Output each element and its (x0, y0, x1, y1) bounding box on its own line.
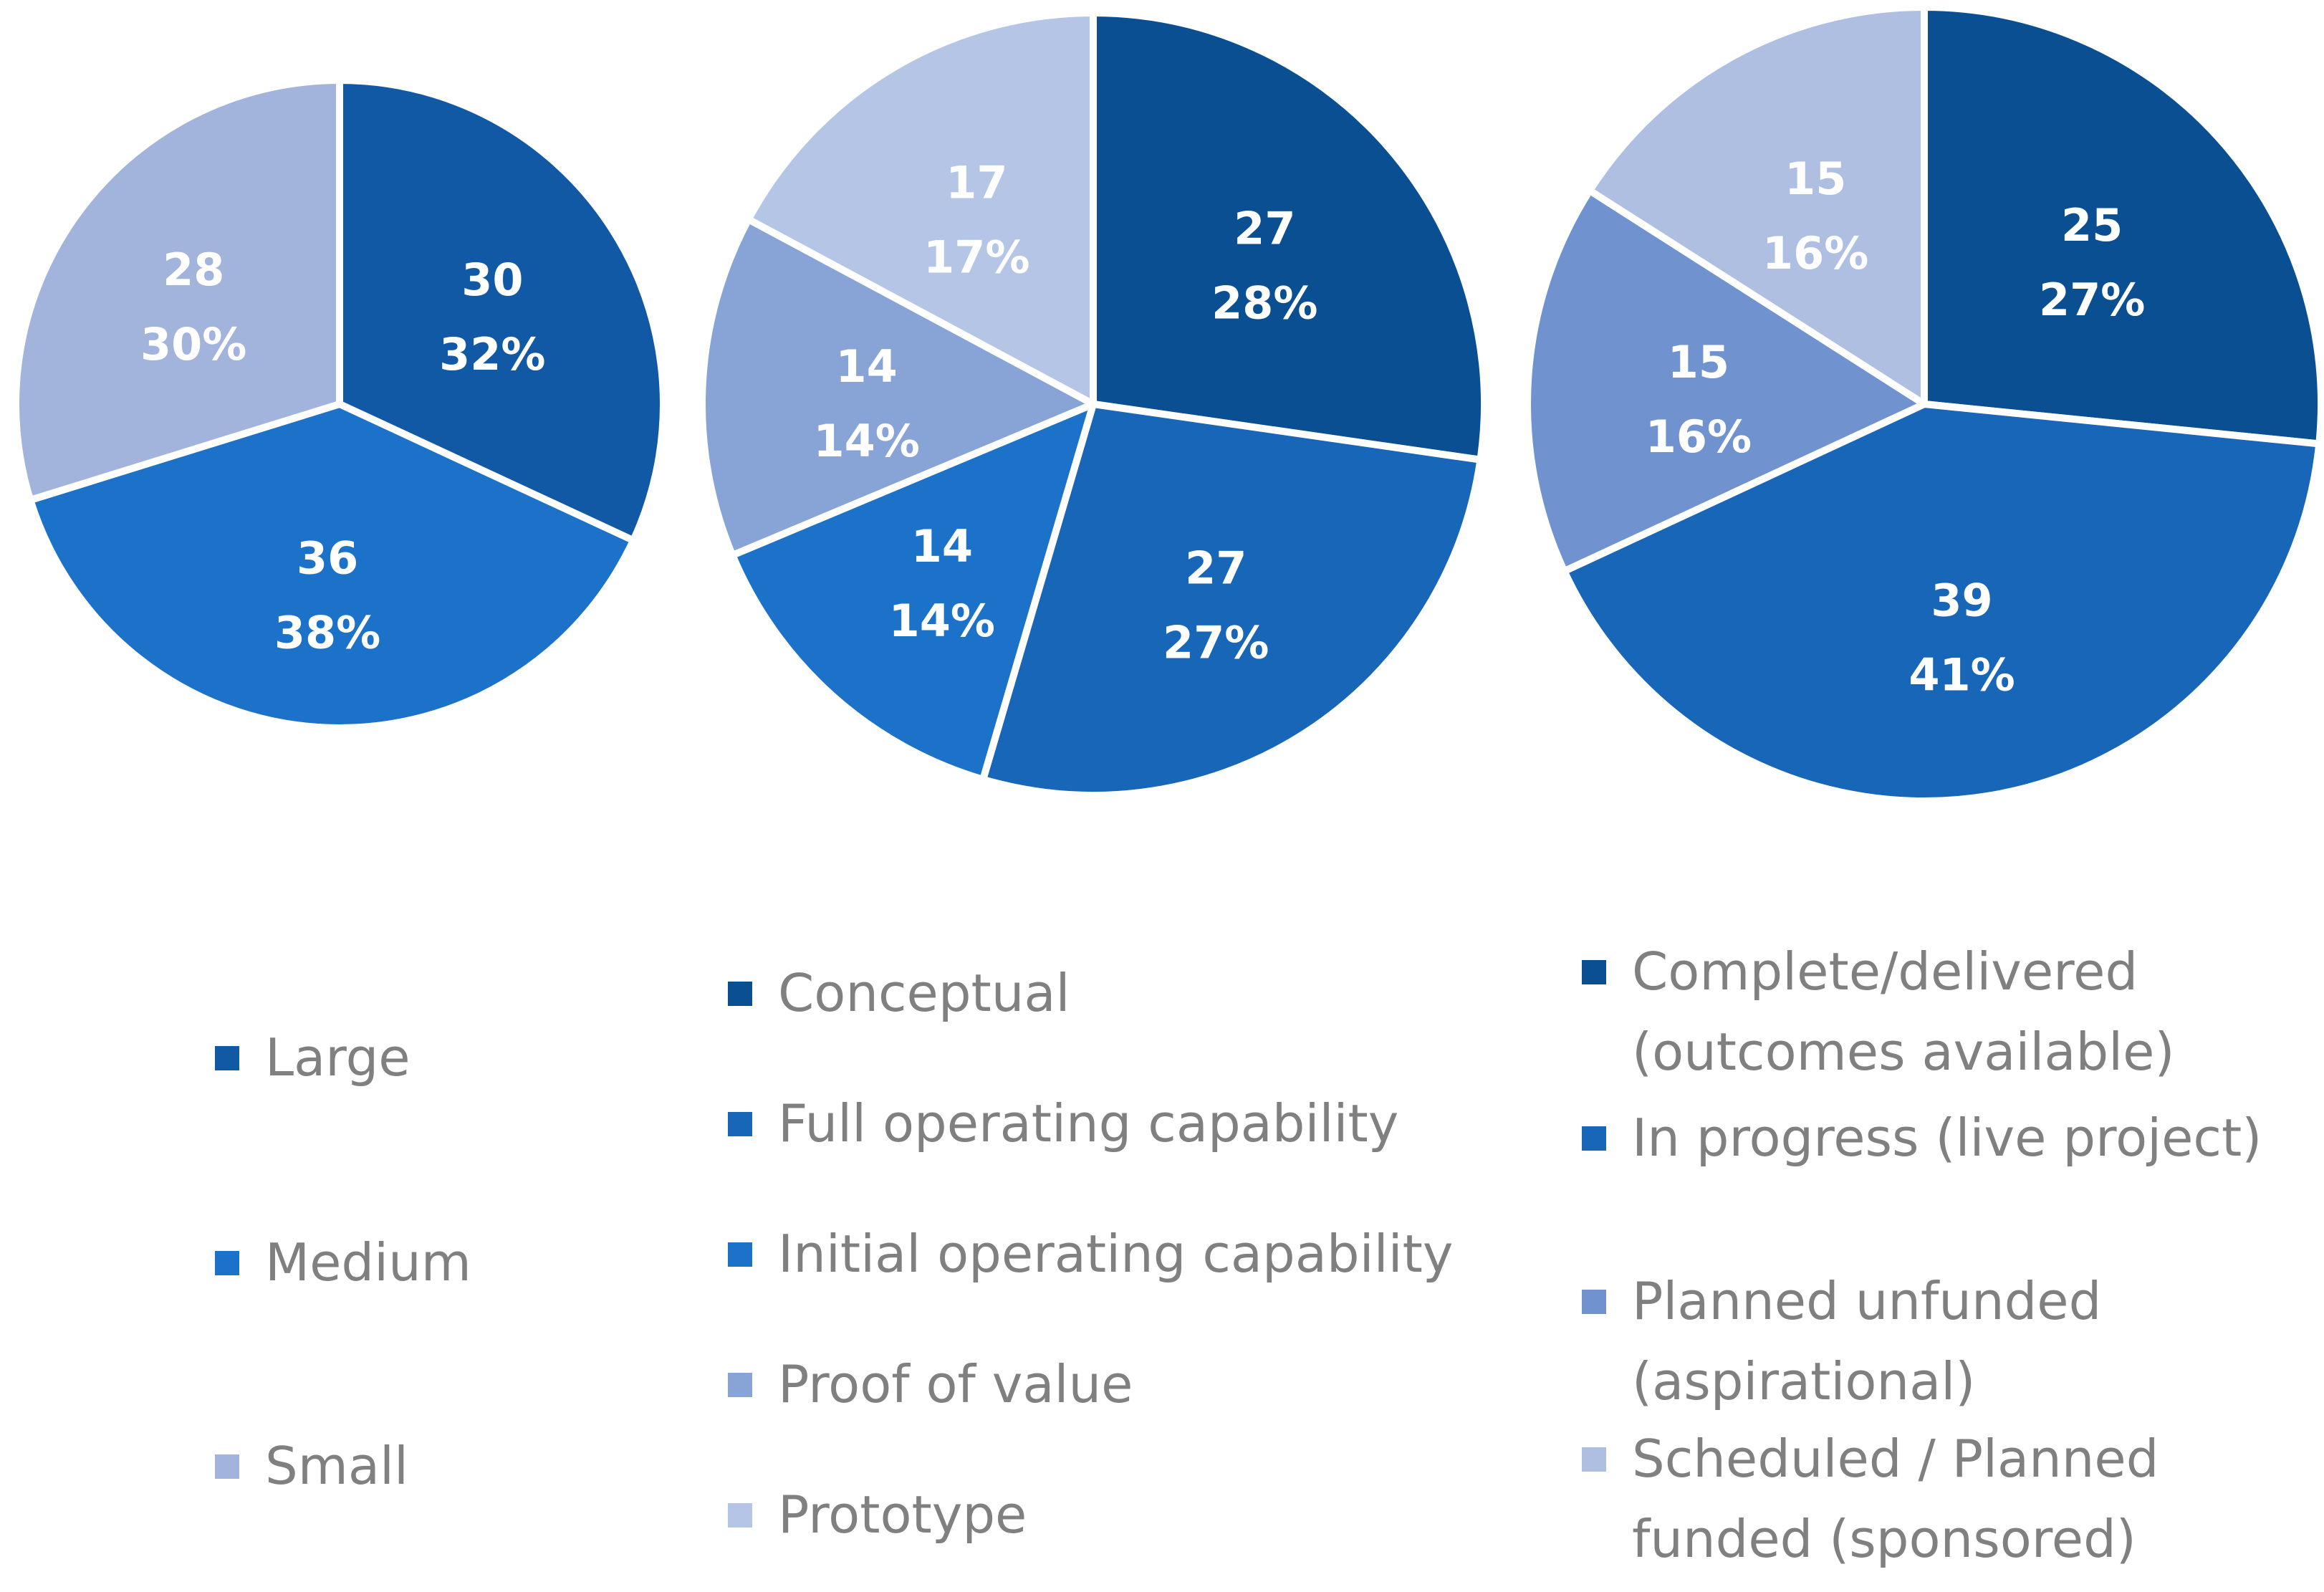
legend-swatch (1582, 1447, 1606, 1472)
legend-item-proof-of-value: Proof of value (728, 1344, 1133, 1424)
pie-slice-small (12, 77, 343, 504)
slice-percent-label: 32% (439, 328, 545, 380)
slice-percent-label: 27% (1163, 616, 1269, 668)
legend-swatch (1582, 960, 1606, 984)
slice-value-label: 36 (297, 532, 358, 585)
slice-value-label: 25 (2061, 199, 2123, 251)
legend-item-small: Small (215, 1426, 408, 1506)
slice-value-label: 28 (163, 244, 224, 296)
legend-swatch (215, 1454, 239, 1479)
legend-swatch (215, 1046, 239, 1070)
slice-value-label: 39 (1931, 574, 1992, 626)
legend-item-medium: Medium (215, 1222, 471, 1303)
legend-label: Prototype (778, 1485, 1027, 1545)
pie-chart-3: 25 27% 39 41% 15 16% 15 16% (1524, 4, 2324, 805)
legend-label: Scheduled / Planned funded (sponsored) (1632, 1429, 2159, 1569)
legend-swatch (1582, 1290, 1606, 1314)
pie-slice-prototype (744, 9, 1097, 408)
pie-chart-1: 30 32% 36 38% 28 30% (12, 77, 667, 732)
slice-percent-label: 28% (1211, 277, 1317, 330)
legend-swatch (728, 1112, 752, 1136)
legend-swatch (728, 1373, 752, 1397)
legend-swatch (728, 1242, 752, 1267)
legend-label: Planned unfunded (aspirational) (1632, 1271, 2102, 1411)
legend-item-in-progress-live-project: In progress (live project) (1582, 1098, 2262, 1178)
pie-chart-2: 27 28% 27 27% 14 14% 14 14% 17 17% (698, 9, 1488, 799)
legend-item-prototype: Prototype (728, 1474, 1027, 1555)
slice-percent-label: 14% (813, 415, 919, 467)
pie-slice-in-progress-live-project (1560, 401, 2323, 805)
legend-label: Large (265, 1027, 410, 1088)
slice-percent-label: 16% (1762, 227, 1868, 279)
slice-percent-label: 16% (1646, 411, 1752, 463)
pie-slice-initial-operating-capability (729, 401, 1097, 783)
legend-label: Conceptual (778, 963, 1070, 1023)
legend-item-initial-operating-capability: Initial operating capability (728, 1214, 1453, 1294)
slice-value-label: 27 (1234, 203, 1295, 255)
pie-slice-medium (27, 401, 638, 732)
slice-value-label: 30 (461, 254, 523, 306)
pie-slice-proof-of-value (698, 216, 1097, 559)
slice-value-label: 27 (1185, 542, 1247, 594)
legend-item-planned-unfunded-aspirational: Planned unfunded (aspirational) (1582, 1261, 2101, 1421)
slice-value-label: 14 (836, 340, 898, 393)
slice-value-label: 17 (946, 156, 1007, 208)
legend-item-complete-delivered-outcomes-available: Complete/delivered (outcomes available) (1582, 931, 2175, 1092)
legend-label: Small (265, 1436, 408, 1496)
legend-label: Initial operating capability (778, 1224, 1454, 1284)
legend-item-full-operating-capability: Full operating capability (728, 1083, 1398, 1164)
legend-label: Full operating capability (778, 1093, 1399, 1154)
legend-label: Proof of value (778, 1354, 1133, 1414)
legend-swatch (215, 1251, 239, 1275)
slice-percent-label: 17% (923, 231, 1029, 283)
legend-swatch (1582, 1126, 1606, 1151)
pie-slice-complete-delivered-outcomes-available (1921, 4, 2324, 448)
pie-slice-full-operating-capability (979, 401, 1484, 799)
slice-value-label: 15 (1668, 336, 1729, 388)
slice-percent-label: 14% (889, 595, 995, 647)
legend-label: Medium (265, 1232, 471, 1293)
legend-label: In progress (live project) (1632, 1108, 2262, 1168)
pie-slice-large (336, 77, 667, 545)
legend-item-large: Large (215, 1017, 410, 1098)
pie-slice-conceptual (1090, 9, 1488, 464)
pie-slice-planned-unfunded-aspirational (1524, 186, 1928, 575)
legend-item-scheduled-planned-funded-sponsored: Scheduled / Planned funded (sponsored) (1582, 1419, 2159, 1579)
legend-label: Complete/delivered (outcomes available) (1632, 941, 2175, 1082)
legend-item-conceptual: Conceptual (728, 953, 1070, 1033)
slice-value-label: 14 (911, 520, 973, 572)
slice-percent-label: 30% (140, 318, 246, 370)
legend-swatch (728, 982, 752, 1006)
legend-swatch (728, 1503, 752, 1528)
slice-percent-label: 41% (1908, 648, 2015, 701)
slice-value-label: 15 (1785, 153, 1846, 205)
slice-percent-label: 27% (2039, 274, 2145, 326)
slice-percent-label: 38% (274, 607, 380, 659)
pie-slice-scheduled-planned-funded-sponsored (1586, 4, 1928, 408)
